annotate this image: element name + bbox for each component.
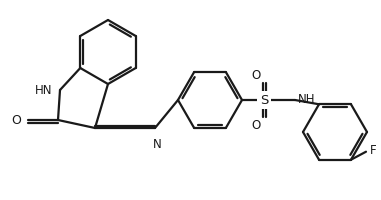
Text: O: O xyxy=(251,69,261,82)
Text: S: S xyxy=(260,94,268,107)
Text: N: N xyxy=(153,137,162,150)
Text: HN: HN xyxy=(35,84,52,97)
Text: O: O xyxy=(251,119,261,132)
Text: NH: NH xyxy=(298,93,315,106)
Text: F: F xyxy=(370,143,376,156)
Text: O: O xyxy=(11,114,21,127)
